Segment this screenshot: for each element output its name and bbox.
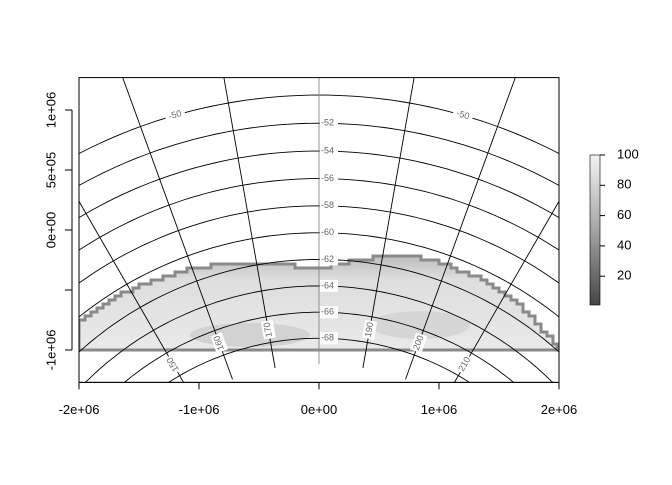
latitude-label: -62 [321,254,334,264]
axes: -2e+06 -1e+06 0e+00 1e+06 2e+06 -1e+06 0e+00 5e… [43,77,639,417]
y-tick-label: 5e+05 [43,152,58,189]
latitude-label: -58 [321,200,334,210]
label-bg [451,106,475,124]
latitude-label: -60 [321,227,334,237]
label-bg [362,319,378,340]
latitude-label: -56 [321,173,334,183]
colorbar-label: 40 [617,237,631,252]
colorbar-label: 60 [617,207,631,222]
longitude-line [223,77,276,369]
latitude-label: -66 [321,307,334,317]
x-tick-label: 0e+00 [301,402,338,417]
longitude-label: 200 [411,334,426,352]
latitude-label: -54 [321,145,334,155]
longitude-label: 160 [211,334,226,352]
colorbar-label: 20 [617,268,631,283]
latitude-label: -52 [321,118,334,128]
label-bg [410,332,428,354]
latitude-label: -64 [321,280,334,290]
raster-patch [370,311,470,339]
label-bg [320,253,338,266]
latitude-label: -68 [321,333,334,343]
label-bg [320,279,338,292]
label-bg [455,353,475,376]
y-tick-label: -1e+06 [43,330,58,371]
colorbar [589,154,601,306]
longitude-label: 190 [363,321,375,338]
label-bg [210,332,228,354]
label-bg [260,319,276,340]
y-tick-label: 1e+06 [43,92,58,129]
longitude-line [405,77,516,380]
longitude-line [362,77,415,369]
raster-patch [190,323,310,347]
label-bg [320,306,338,319]
raster [79,254,559,352]
longitude-line [122,77,233,380]
label-bg [320,145,338,158]
label-bg [320,332,338,345]
x-tick-label: -2e+06 [59,402,100,417]
label-bg [163,353,183,376]
latitude-label: -50 [455,108,470,121]
x-tick-label: 2e+06 [541,402,578,417]
label-bg [163,106,187,124]
label-bg [320,117,338,130]
label-bg [320,199,338,212]
y-tick-label: 0e+00 [43,212,58,249]
latitude-label: -50 [167,108,182,121]
x-tick-label: 1e+06 [421,402,458,417]
x-tick-label: -1e+06 [179,402,220,417]
colorbar-label: 100 [617,146,639,161]
longitude-line [79,200,185,383]
label-bg [320,226,338,239]
longitude-line [453,200,559,383]
longitude-label: 170 [261,322,273,339]
colorbar-label: 80 [617,177,631,192]
raster-field [79,256,557,350]
label-bg [320,172,338,185]
